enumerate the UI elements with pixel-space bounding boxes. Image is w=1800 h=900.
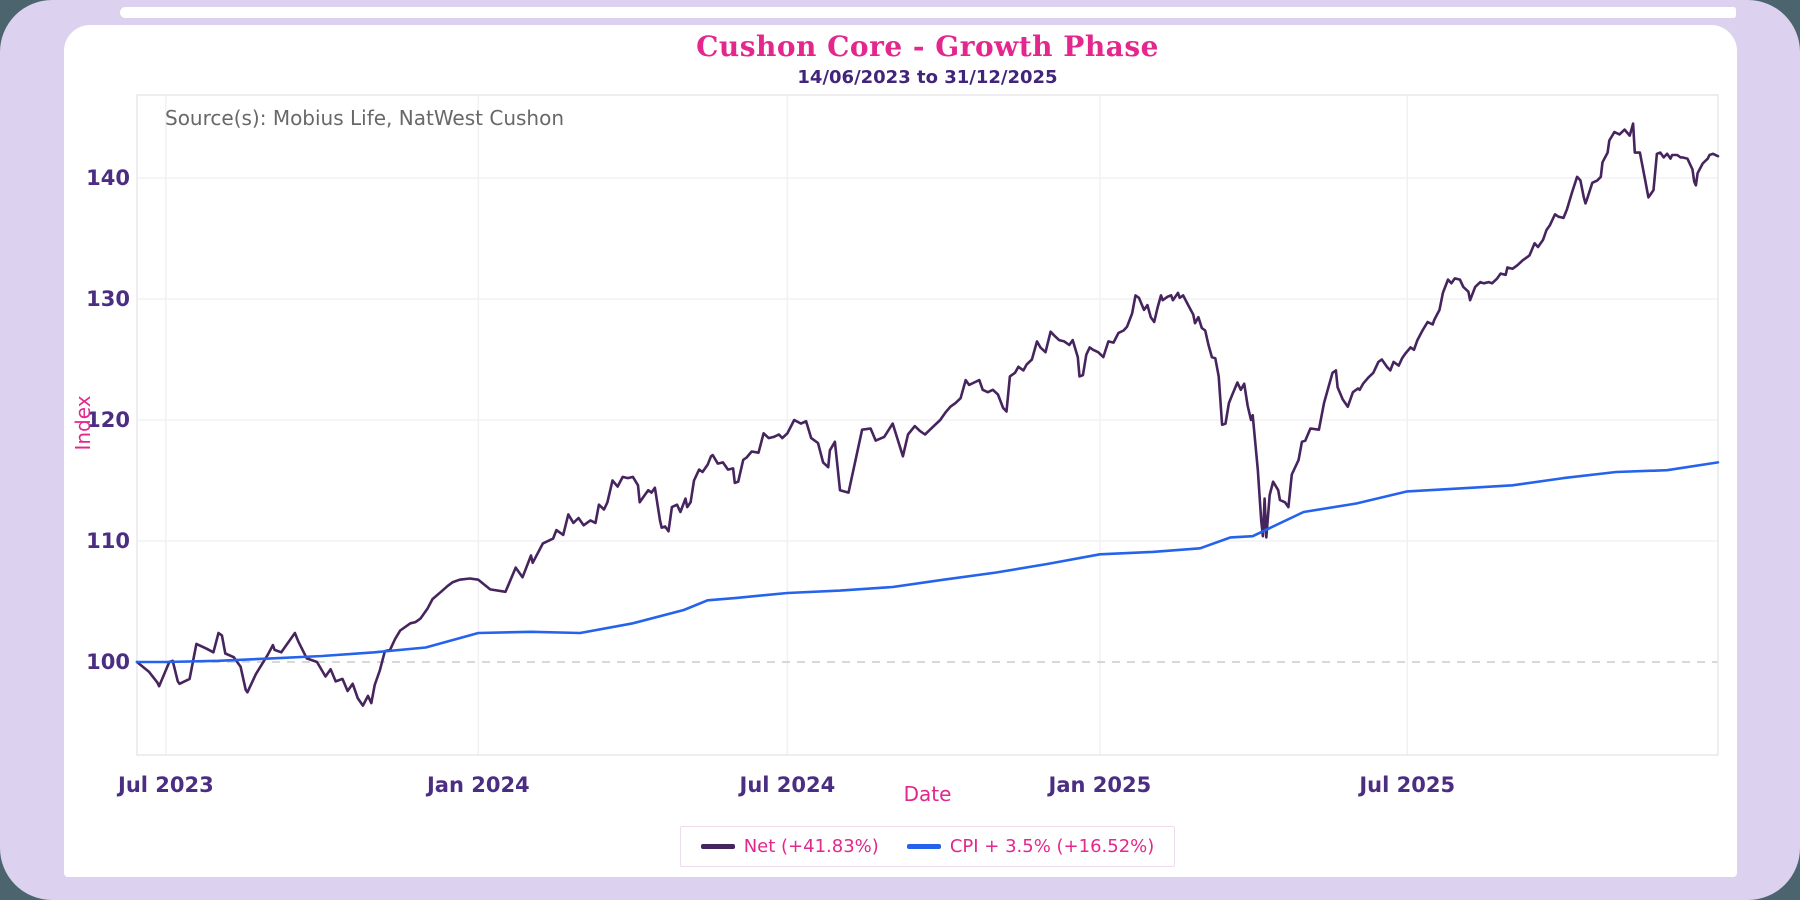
x-tick-label: Jan 2024	[425, 773, 530, 797]
legend-label-net: Net (+41.83%)	[743, 836, 879, 857]
y-tick-label: 110	[86, 529, 130, 553]
y-tick-label: 120	[86, 408, 130, 432]
net-line-swatch-icon	[700, 844, 735, 849]
cpi-line-swatch-icon	[906, 844, 941, 849]
chart-card: Cushon Core - Growth Phase 14/06/2023 to…	[64, 25, 1737, 877]
legend-item-cpi[interactable]: CPI + 3.5% (+16.52%)	[906, 836, 1155, 857]
source-note: Source(s): Mobius Life, NatWest Cushon	[165, 106, 565, 130]
series-line-1[interactable]	[135, 461, 1720, 664]
chart-title: Cushon Core - Growth Phase	[696, 30, 1159, 63]
y-tick-label: 130	[86, 287, 130, 311]
y-tick-label: 140	[86, 166, 130, 190]
legend: Net (+41.83%) CPI + 3.5% (+16.52%)	[137, 826, 1718, 867]
chart-subtitle: 14/06/2023 to 31/12/2025	[797, 67, 1058, 88]
x-tick-label: Jul 2025	[1357, 773, 1455, 797]
series-line-0[interactable]	[135, 122, 1720, 707]
legend-box: Net (+41.83%) CPI + 3.5% (+16.52%)	[679, 826, 1176, 867]
legend-item-net[interactable]: Net (+41.83%)	[700, 836, 879, 857]
y-axis-title: Index	[71, 395, 95, 451]
x-tick-label: Jul 2024	[738, 773, 836, 797]
previous-card-edge	[120, 7, 1736, 18]
x-tick-label: Jul 2023	[116, 773, 214, 797]
plot-area[interactable]: 100 110 120 130 140 Jul 2023 Jan 2024 Jul 2024 J…	[64, 25, 1737, 877]
x-tick-label: Jan 2025	[1047, 773, 1152, 797]
y-tick-label: 100	[86, 650, 130, 674]
legend-label-cpi: CPI + 3.5% (+16.52%)	[949, 836, 1155, 857]
x-axis-title: Date	[903, 782, 952, 806]
plot-border	[136, 94, 1719, 756]
